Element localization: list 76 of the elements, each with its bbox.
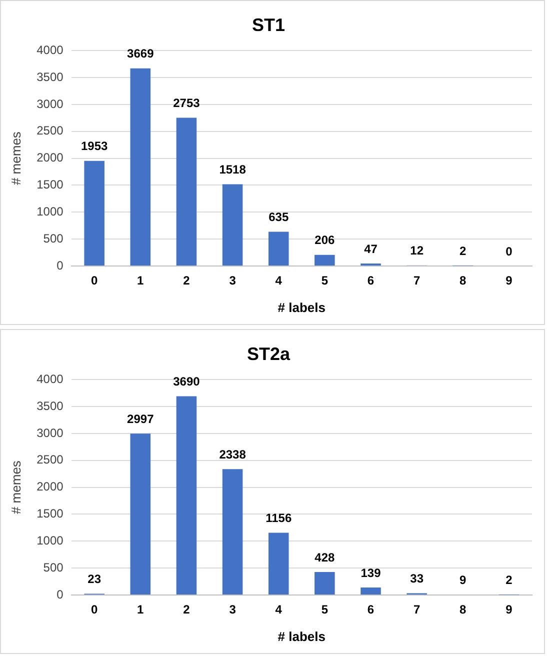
y-tick-label: 2500	[36, 124, 64, 138]
y-tick-label: 4000	[36, 42, 64, 57]
x-tick-label: 6	[367, 274, 374, 288]
data-label: 12	[410, 244, 424, 258]
bar	[176, 396, 197, 594]
x-tick-label: 1	[137, 274, 144, 288]
data-label: 2997	[127, 412, 154, 426]
x-tick-label: 5	[321, 274, 328, 288]
x-tick-label: 4	[275, 602, 282, 617]
data-label: 3690	[173, 374, 200, 389]
x-tick-label: 3	[229, 602, 236, 617]
data-label: 428	[314, 550, 336, 564]
y-tick-label: 2000	[36, 150, 64, 165]
y-tick-label: 0	[56, 258, 64, 272]
y-tick-label: 3500	[36, 398, 64, 413]
bar	[130, 68, 151, 266]
bar	[176, 118, 197, 266]
bar	[130, 434, 151, 594]
data-label: 3669	[127, 46, 154, 61]
data-label: 139	[360, 566, 382, 580]
y-tick-label: 1500	[36, 178, 64, 192]
data-label: 2	[506, 573, 513, 588]
data-label: 23	[88, 572, 102, 586]
data-label: 2753	[173, 96, 200, 110]
x-tick-label: 3	[229, 274, 236, 288]
y-tick-label: 1500	[36, 506, 64, 521]
data-label: 635	[268, 210, 289, 224]
y-tick-label: 1000	[36, 533, 64, 548]
x-tick-label: 6	[367, 602, 374, 617]
bar	[222, 184, 243, 266]
bar	[84, 160, 104, 266]
x-tick-label: 5	[321, 602, 328, 617]
y-tick-label: 1000	[36, 204, 64, 218]
y-tick-label: 4000	[36, 372, 64, 386]
data-label: 33	[410, 572, 424, 586]
x-tick-label: 2	[183, 602, 190, 617]
chart-title: ST1	[252, 14, 286, 35]
x-tick-label: 8	[460, 274, 467, 288]
y-axis-title: # memes	[8, 460, 24, 514]
x-tick-label: 7	[413, 602, 420, 617]
chart-title: ST2a	[246, 344, 291, 364]
y-tick-label: 0	[56, 587, 64, 602]
x-axis-title: # labels	[278, 300, 326, 315]
bar	[268, 532, 289, 594]
x-tick-label: 4	[275, 274, 282, 288]
data-label: 47	[364, 242, 378, 256]
data-label: 9	[460, 572, 467, 587]
y-tick-label: 500	[43, 231, 64, 246]
x-axis-title: # labels	[278, 628, 326, 644]
y-tick-label: 2500	[36, 452, 64, 467]
x-tick-label: 9	[506, 274, 513, 288]
bar	[268, 232, 289, 266]
data-label: 206	[314, 233, 336, 248]
data-label: 1518	[219, 162, 246, 177]
bar	[314, 572, 335, 594]
x-tick-label: 7	[413, 274, 420, 288]
x-tick-label: 0	[90, 274, 98, 288]
y-tick-label: 2000	[36, 480, 64, 494]
y-tick-label: 3000	[36, 426, 64, 440]
x-tick-label: 2	[183, 274, 190, 288]
data-label: 1953	[80, 139, 108, 154]
x-tick-label: 1	[137, 602, 144, 617]
y-tick-label: 3000	[36, 96, 64, 111]
bar	[222, 469, 243, 594]
y-axis-title: # memes	[8, 131, 24, 186]
y-tick-label: 3500	[36, 70, 64, 84]
data-label: 0	[506, 244, 513, 258]
bar	[360, 588, 381, 594]
x-tick-label: 8	[460, 602, 467, 617]
data-label: 2338	[219, 447, 246, 462]
bar	[314, 254, 335, 266]
x-tick-label: 0	[90, 602, 98, 617]
x-tick-label: 9	[506, 602, 513, 617]
y-tick-label: 500	[43, 560, 64, 574]
data-label: 1156	[266, 511, 292, 526]
data-label: 2	[460, 244, 467, 258]
